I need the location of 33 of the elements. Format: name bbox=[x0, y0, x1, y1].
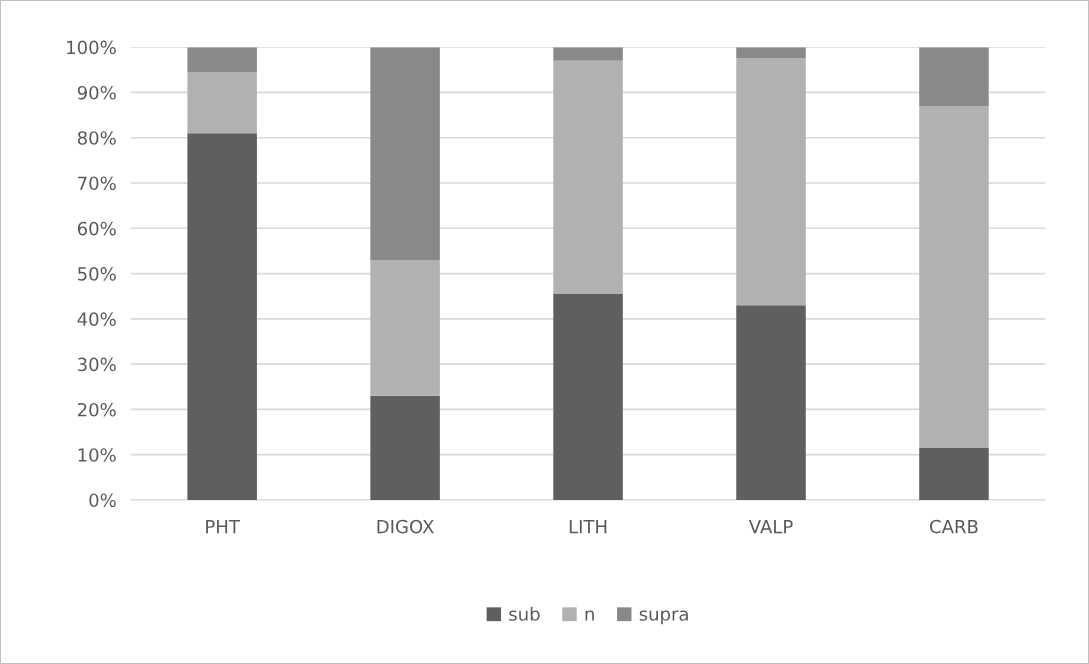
y-tick-label: 50% bbox=[78, 267, 116, 281]
x-tick-label: LITH bbox=[569, 519, 607, 534]
x-tick-label: DIGOX bbox=[377, 519, 434, 534]
y-tick-label: 0% bbox=[89, 493, 116, 508]
y-tick-label: 30% bbox=[78, 357, 116, 372]
bar bbox=[553, 60, 623, 294]
bar bbox=[187, 133, 257, 500]
legend-label: supra bbox=[639, 610, 688, 625]
y-tick-label: 20% bbox=[77, 402, 116, 417]
bar bbox=[919, 447, 989, 500]
bar bbox=[370, 259, 440, 396]
bar bbox=[187, 72, 257, 134]
bar bbox=[919, 106, 989, 448]
y-tick-label: 70% bbox=[78, 176, 116, 191]
y-tick-label: 100% bbox=[67, 40, 116, 55]
y-tick-label: 10% bbox=[78, 448, 116, 462]
bar bbox=[919, 47, 989, 107]
bar bbox=[553, 293, 623, 500]
legend-label: sub bbox=[509, 606, 540, 621]
bar bbox=[370, 47, 440, 260]
bar bbox=[736, 305, 806, 500]
bar bbox=[553, 47, 623, 61]
y-tick-label: 90% bbox=[77, 85, 116, 100]
bar bbox=[370, 395, 440, 500]
x-tick-label: CARB bbox=[930, 519, 978, 534]
y-tick-label: 60% bbox=[77, 221, 116, 236]
x-tick-label: VALP bbox=[748, 519, 793, 534]
y-tick-label: 80% bbox=[77, 131, 116, 145]
x-tick-label: PHT bbox=[206, 519, 240, 534]
y-tick-label: 40% bbox=[77, 312, 116, 326]
bar bbox=[187, 47, 257, 73]
bar bbox=[736, 58, 806, 306]
legend-label: n bbox=[585, 610, 594, 621]
